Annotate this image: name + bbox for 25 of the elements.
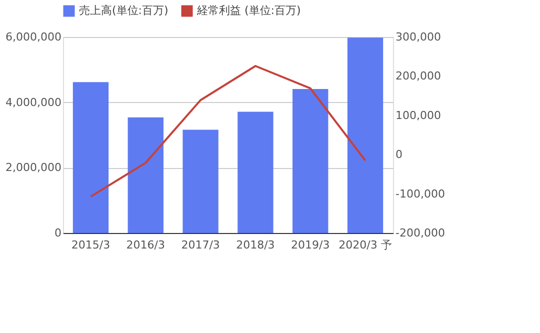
y2-tick-label: 0: [396, 148, 402, 162]
y-tick-label: 2,000,000: [6, 161, 62, 174]
x-tick-label: 2019/3: [291, 238, 330, 252]
y2-tick-label: 300,000: [396, 30, 441, 44]
y2-tick-label: -100,000: [396, 187, 445, 200]
y-tick-label: 4,000,000: [6, 96, 62, 109]
bar: [347, 38, 384, 233]
x-tick-label: 2017/3: [181, 238, 220, 252]
bar: [292, 88, 328, 233]
y-tick-label: 6,000,000: [6, 30, 62, 44]
bar: [128, 117, 164, 233]
x-tick-label: 2016/3: [126, 238, 165, 252]
y-tick-label: 0: [54, 226, 62, 240]
y2-tick-label: 100,000: [396, 108, 441, 122]
legend-label: 経常利益 (単位:百万): [196, 4, 301, 17]
x-tick-label: 2018/3: [236, 238, 275, 252]
bar: [182, 130, 218, 233]
bar: [238, 112, 274, 233]
legend-label: 売上高(単位:百万): [79, 4, 168, 17]
x-tick-label: 2015/3: [71, 238, 110, 252]
bar: [72, 82, 109, 233]
line-series: [90, 65, 366, 198]
y2-tick-label: 200,000: [396, 70, 441, 83]
y2-tick-label: -200,000: [396, 226, 445, 240]
x-tick-label: 2020/3 予: [338, 238, 392, 252]
